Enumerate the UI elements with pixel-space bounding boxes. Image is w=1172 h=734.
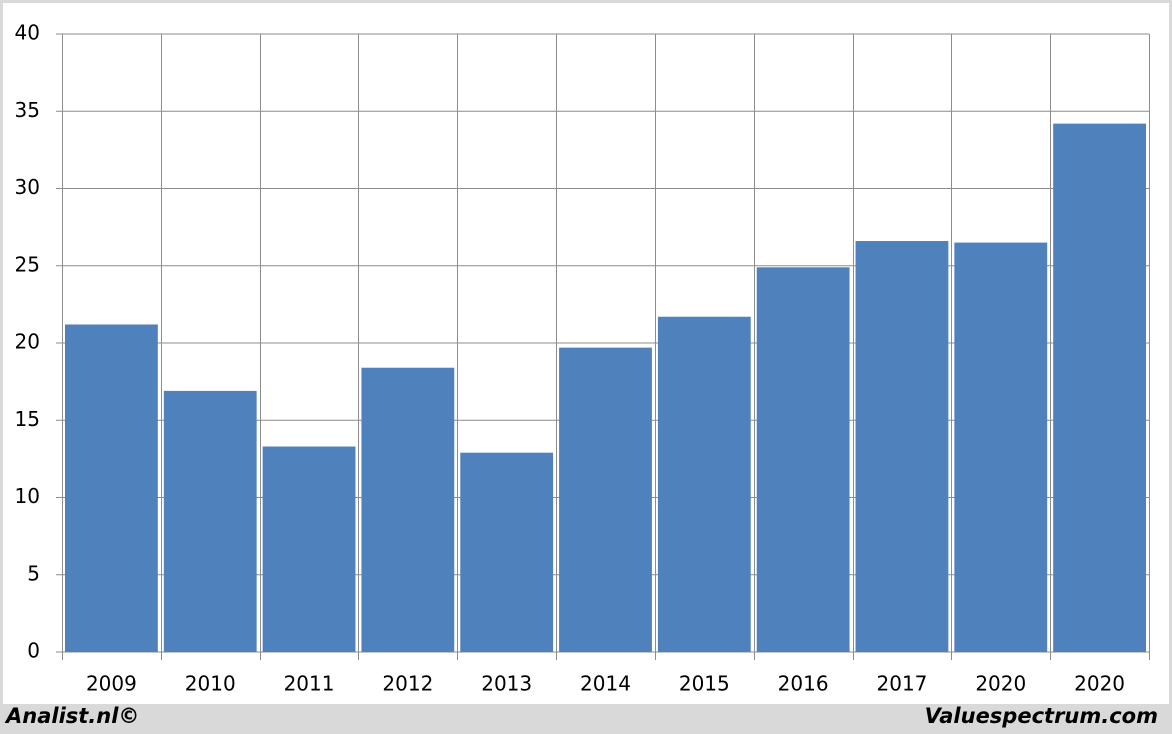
bar	[657, 316, 751, 652]
y-tick-label: 5	[27, 561, 40, 585]
y-tick-label: 10	[15, 484, 40, 508]
bar	[1053, 123, 1146, 653]
y-tick-label: 30	[15, 175, 40, 199]
x-tick-label: 2015	[679, 672, 730, 696]
bar	[262, 446, 356, 652]
x-tick-label: 2009	[86, 672, 137, 696]
bar	[559, 347, 652, 652]
y-tick-label: 35	[15, 98, 40, 122]
bar	[855, 241, 949, 652]
x-tick-label: 2020	[1074, 672, 1125, 696]
bar	[954, 242, 1048, 652]
source-right: Valuespectrum.com	[925, 704, 1158, 728]
y-tick-label: 25	[15, 252, 40, 276]
bar	[163, 390, 257, 652]
x-tick-label: 2011	[284, 672, 335, 696]
y-tick-label: 0	[27, 639, 40, 663]
x-tick-label: 2012	[382, 672, 433, 696]
x-tick-label: 2013	[481, 672, 532, 696]
bar	[756, 267, 850, 652]
y-tick-label: 20	[15, 330, 40, 354]
source-left: Analist.nl©	[4, 704, 139, 728]
x-tick-label: 2016	[778, 672, 829, 696]
x-tick-label: 2017	[877, 672, 928, 696]
bar	[65, 324, 158, 652]
y-tick-label: 15	[15, 407, 40, 431]
x-tick-label: 2020	[975, 672, 1026, 696]
y-tick-label: 40	[15, 21, 40, 45]
x-tick-label: 2014	[580, 672, 631, 696]
x-tick-label: 2010	[185, 672, 236, 696]
bar	[460, 452, 554, 652]
bar	[361, 367, 455, 652]
